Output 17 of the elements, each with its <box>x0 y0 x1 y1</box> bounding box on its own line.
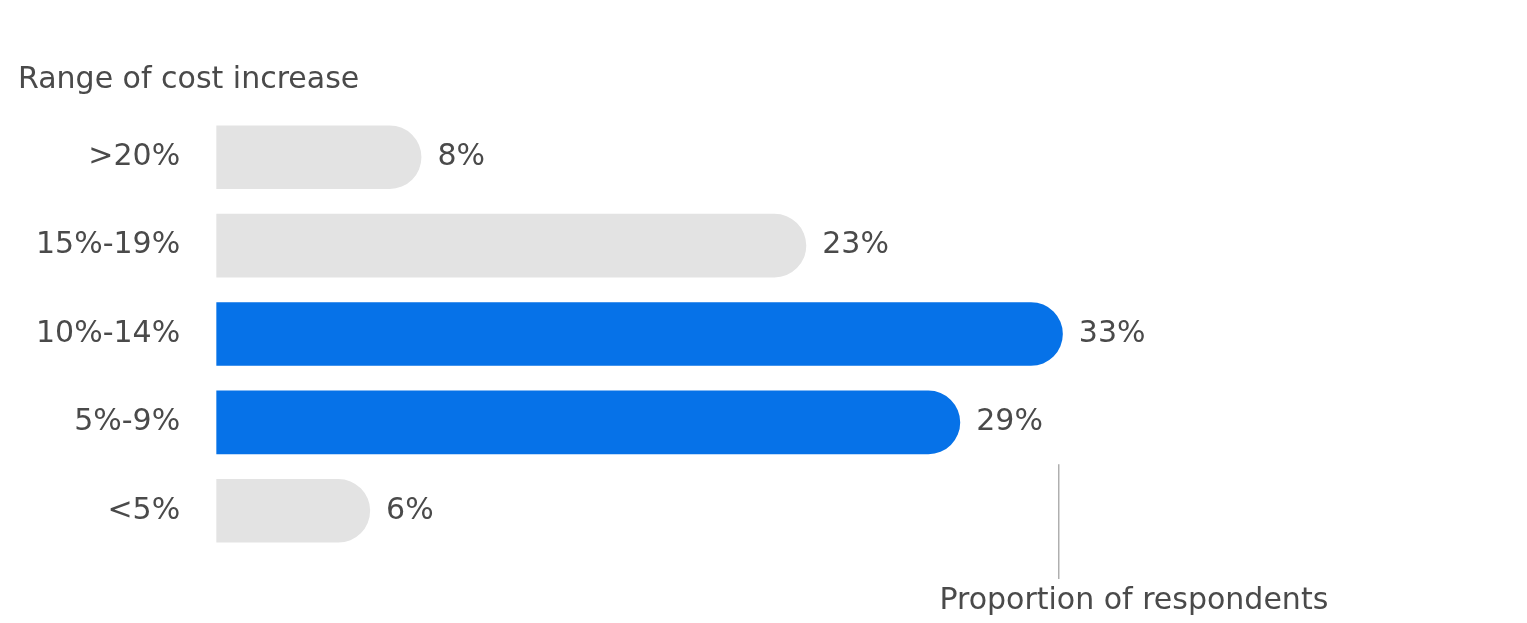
y-tick-label: 10%-14% <box>36 313 181 349</box>
y-tick-label: >20% <box>88 137 181 172</box>
bar <box>216 302 1063 366</box>
data-label: 33% <box>1078 313 1146 349</box>
data-label: 23% <box>822 225 889 261</box>
y-tick-label: 5%-9% <box>74 402 181 438</box>
y-tick-label: <5% <box>107 490 181 526</box>
data-label: 6% <box>386 490 434 526</box>
x-axis-title: Proportion of respondents <box>939 580 1329 616</box>
bar <box>216 213 807 278</box>
data-label: 8% <box>437 137 486 172</box>
bar <box>216 125 422 190</box>
bar <box>216 390 961 455</box>
y-axis-title: Range of cost increase <box>18 59 360 95</box>
y-tick-label: 15%-19% <box>36 225 181 261</box>
data-label: 29% <box>976 402 1043 438</box>
bar <box>216 478 371 543</box>
